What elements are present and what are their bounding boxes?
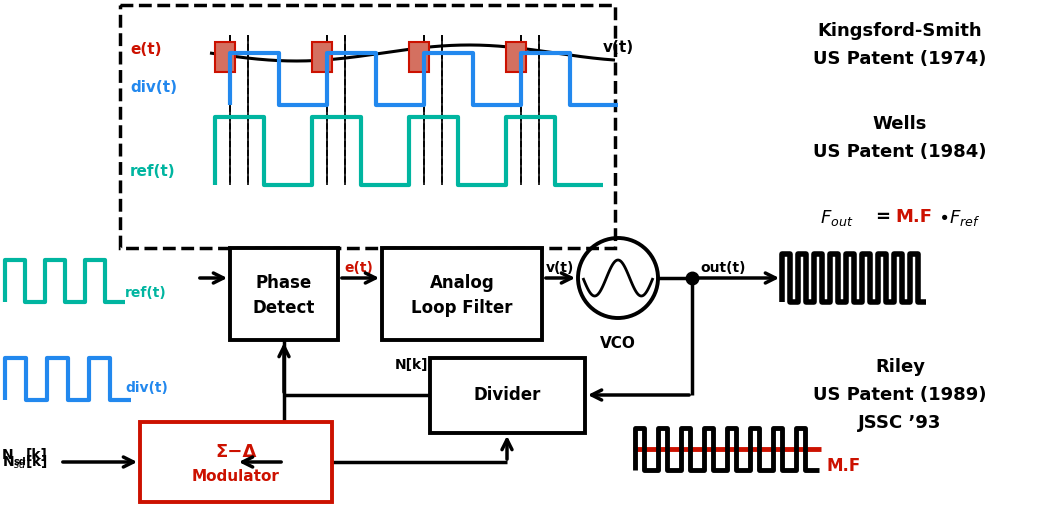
Bar: [215, 42, 235, 72]
Bar: [312, 42, 332, 72]
Text: Detect: Detect: [252, 299, 315, 317]
Text: VCO: VCO: [601, 336, 636, 351]
Text: US Patent (1974): US Patent (1974): [814, 50, 987, 68]
Text: Loop Filter: Loop Filter: [411, 299, 513, 317]
Text: v(t): v(t): [547, 261, 575, 275]
Text: M.F: M.F: [827, 457, 861, 475]
Text: =: =: [875, 208, 890, 226]
Text: e(t): e(t): [130, 42, 161, 57]
Text: Phase: Phase: [256, 274, 312, 292]
Text: JSSC ’93: JSSC ’93: [858, 414, 941, 432]
Text: US Patent (1989): US Patent (1989): [814, 386, 987, 404]
Text: M.F: M.F: [895, 208, 932, 226]
Bar: [230, 248, 338, 340]
Bar: [382, 248, 542, 340]
Text: Σ−Δ: Σ−Δ: [215, 443, 257, 461]
Text: v(t): v(t): [603, 40, 634, 56]
Bar: [506, 42, 526, 72]
Text: Divider: Divider: [474, 386, 540, 404]
Text: N[k]: N[k]: [395, 358, 428, 372]
Text: $F_{out}$: $F_{out}$: [820, 208, 853, 228]
Text: div(t): div(t): [130, 80, 177, 95]
Bar: [409, 42, 429, 72]
Text: [k]: [k]: [26, 448, 48, 462]
Text: N: N: [2, 448, 14, 462]
Text: N$_{sd}$[k]: N$_{sd}$[k]: [2, 453, 48, 471]
Text: Wells: Wells: [873, 115, 927, 133]
Text: out(t): out(t): [700, 261, 746, 275]
Text: e(t): e(t): [344, 261, 373, 275]
Text: Modulator: Modulator: [192, 469, 279, 484]
Bar: [119, 5, 615, 248]
Text: Kingsford-Smith: Kingsford-Smith: [818, 22, 982, 40]
Text: div(t): div(t): [125, 381, 168, 395]
Text: Analog: Analog: [429, 274, 495, 292]
Bar: [140, 422, 332, 502]
Text: sd: sd: [14, 457, 27, 467]
Bar: [430, 358, 585, 433]
Text: ref(t): ref(t): [130, 165, 176, 180]
Text: US Patent (1984): US Patent (1984): [814, 143, 987, 161]
Text: ref(t): ref(t): [125, 286, 166, 300]
Text: Riley: Riley: [875, 358, 925, 376]
Text: $\bullet F_{ref}$: $\bullet F_{ref}$: [938, 208, 981, 228]
